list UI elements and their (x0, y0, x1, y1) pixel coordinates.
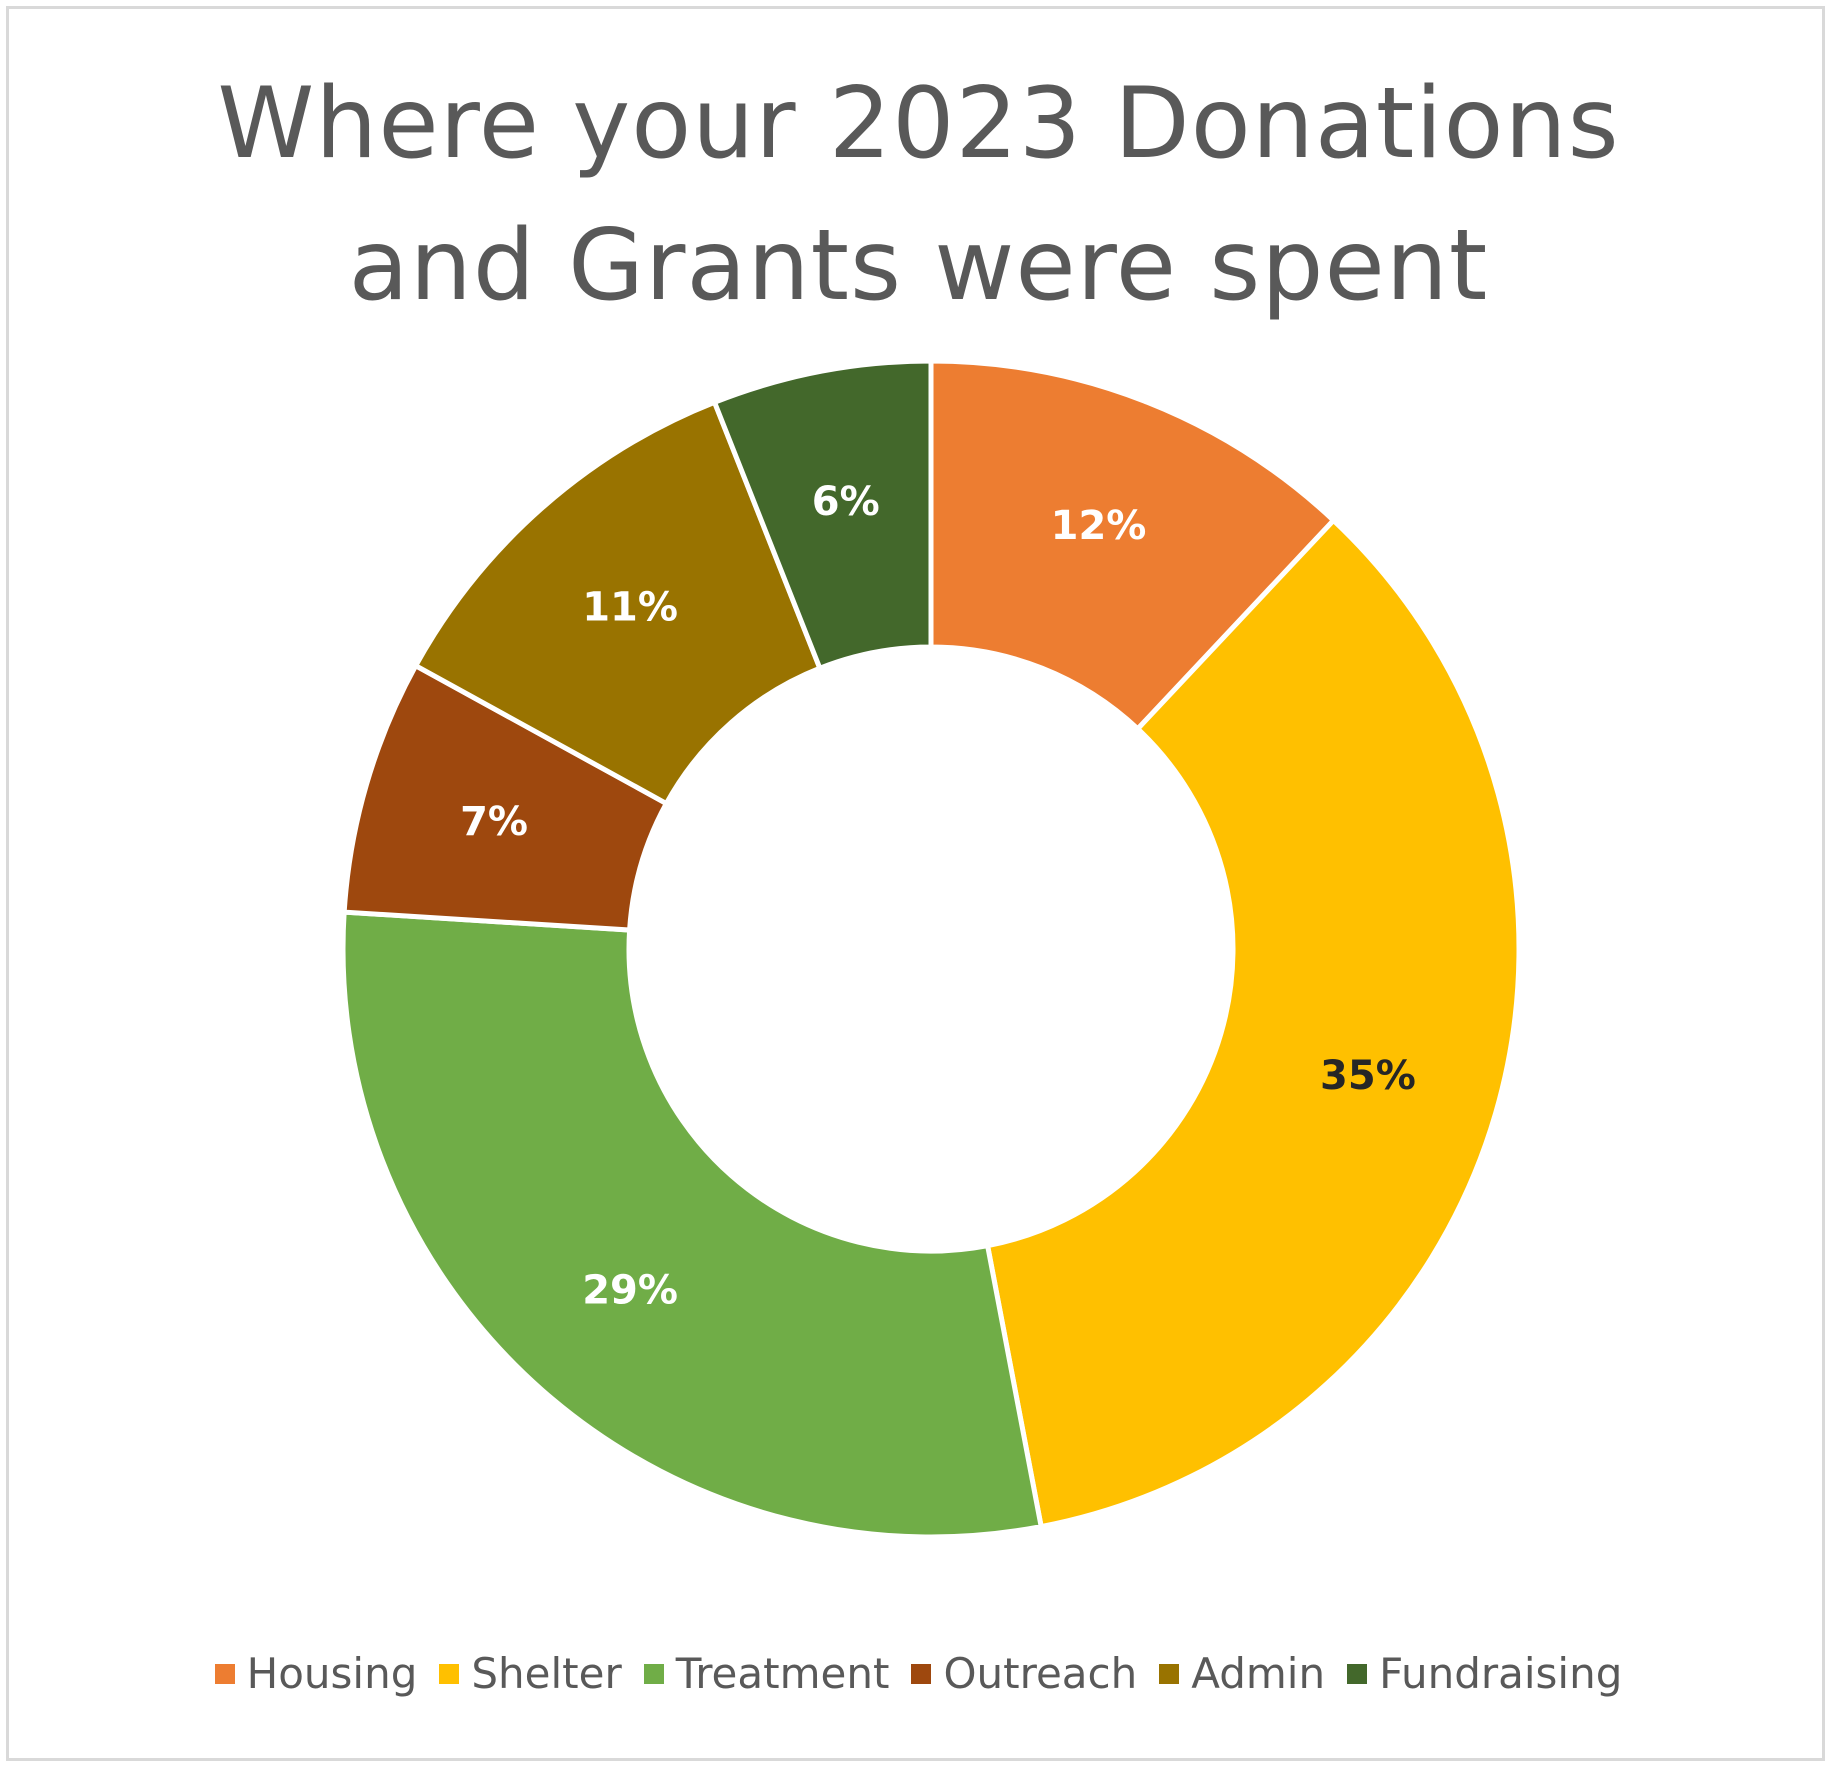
legend-item-shelter: Shelter (439, 1649, 622, 1698)
data-label-admin: 11% (582, 585, 678, 631)
donut-slice-treatment (340, 909, 1045, 1540)
legend-swatch-admin (1159, 1663, 1180, 1684)
legend-swatch-treatment (643, 1663, 664, 1684)
data-label-fundraising: 6% (812, 479, 880, 525)
donut-slice-fundraising (711, 358, 934, 672)
data-label-treatment: 29% (582, 1267, 678, 1313)
chart-title-line-1: Where your 2023 Donations (217, 67, 1620, 181)
chart-legend: Housing Shelter Treatment Outreach Admin Fund… (9, 1649, 1828, 1698)
data-label-outreach: 7% (460, 799, 528, 845)
chart-frame: Where your 2023 Donations and Grants wer… (6, 6, 1825, 1761)
legend-swatch-fundraising (1347, 1663, 1368, 1684)
legend-label-treatment: Treatment (675, 1649, 890, 1698)
legend-swatch-shelter (439, 1663, 460, 1684)
legend-item-housing: Housing (214, 1649, 418, 1698)
legend-item-outreach: Outreach (911, 1649, 1137, 1698)
legend-item-treatment: Treatment (643, 1649, 890, 1698)
data-label-shelter: 35% (1320, 1053, 1416, 1099)
legend-label-housing: Housing (246, 1649, 418, 1698)
legend-item-admin: Admin (1159, 1649, 1325, 1698)
donut-slice-housing (928, 358, 1338, 733)
legend-label-outreach: Outreach (943, 1649, 1138, 1698)
legend-swatch-outreach (911, 1663, 932, 1684)
legend-label-shelter: Shelter (471, 1649, 622, 1698)
donut-slice-admin (412, 399, 824, 807)
chart-title-line-2: and Grants were spent (348, 209, 1489, 323)
legend-swatch-housing (214, 1663, 235, 1684)
donut-slice-shelter (984, 516, 1522, 1530)
chart-title: Where your 2023 Donations and Grants wer… (9, 53, 1828, 337)
legend-label-admin: Admin (1191, 1649, 1326, 1698)
donut-chart: 12% 35% 29% 7% 11% 6% (340, 358, 1522, 1540)
legend-item-fundraising: Fundraising (1347, 1649, 1622, 1698)
legend-label-fundraising: Fundraising (1379, 1649, 1623, 1698)
data-label-housing: 12% (1051, 503, 1147, 549)
